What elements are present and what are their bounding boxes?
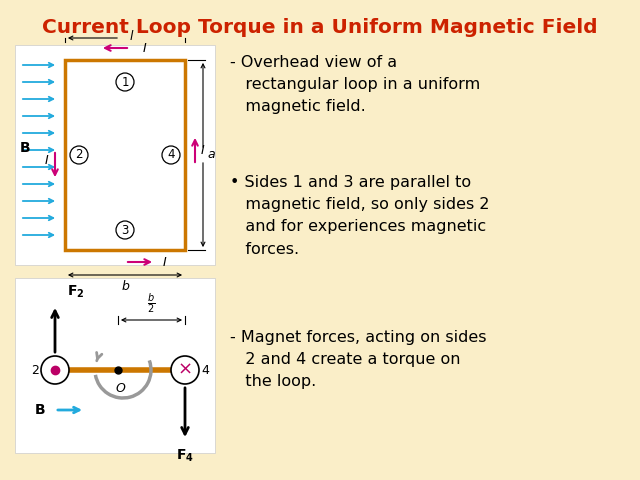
Text: 3: 3 <box>122 224 129 237</box>
Circle shape <box>70 146 88 164</box>
Text: O: O <box>115 382 125 395</box>
Text: $\mathbf{F_4}$: $\mathbf{F_4}$ <box>176 448 194 465</box>
Circle shape <box>116 73 134 91</box>
Text: • Sides 1 and 3 are parallel to
   magnetic field, so only sides 2
   and for ex: • Sides 1 and 3 are parallel to magnetic… <box>230 175 490 257</box>
Text: Current Loop Torque in a Uniform Magnetic Field: Current Loop Torque in a Uniform Magneti… <box>42 18 598 37</box>
Text: - Overhead view of a
   rectangular loop in a uniform
   magnetic field.: - Overhead view of a rectangular loop in… <box>230 55 480 114</box>
Bar <box>15 45 215 265</box>
Text: l: l <box>130 29 134 43</box>
Text: B: B <box>20 141 31 155</box>
Text: 1: 1 <box>121 75 129 88</box>
Text: 2: 2 <box>31 363 39 376</box>
Text: I: I <box>143 41 147 55</box>
Text: ×: × <box>177 361 193 379</box>
Text: $\frac{b}{2}$: $\frac{b}{2}$ <box>147 291 155 315</box>
Text: B: B <box>35 403 45 417</box>
Circle shape <box>162 146 180 164</box>
Text: I: I <box>201 144 205 156</box>
Circle shape <box>41 356 69 384</box>
Bar <box>65 60 185 250</box>
Circle shape <box>116 221 134 239</box>
Text: 4: 4 <box>167 148 175 161</box>
Text: a: a <box>207 148 214 161</box>
Circle shape <box>171 356 199 384</box>
Text: I: I <box>163 255 167 268</box>
Bar <box>15 278 215 453</box>
Text: b: b <box>121 280 129 293</box>
Text: $\mathbf{F_2}$: $\mathbf{F_2}$ <box>67 284 84 300</box>
Text: 2: 2 <box>76 148 83 161</box>
Text: - Magnet forces, acting on sides
   2 and 4 create a torque on
   the loop.: - Magnet forces, acting on sides 2 and 4… <box>230 330 486 389</box>
Text: 4: 4 <box>201 363 209 376</box>
Text: I: I <box>45 154 49 167</box>
